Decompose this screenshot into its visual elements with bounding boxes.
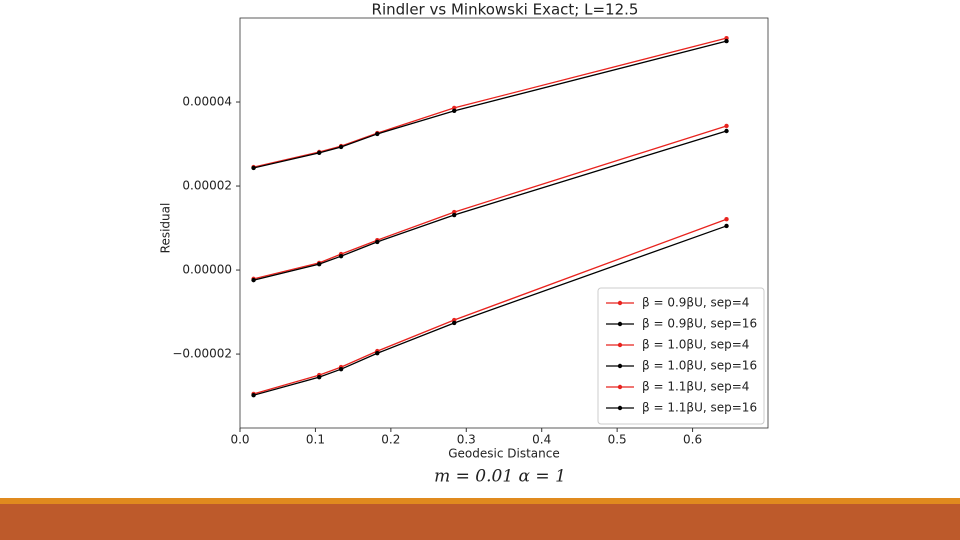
legend-label: β = 1.0βU, sep=4 <box>642 338 749 352</box>
data-point <box>452 108 457 114</box>
y-tick-label: 0.00000 <box>182 263 232 277</box>
data-point <box>375 131 380 137</box>
annotation: m = 0.01 α = 1 <box>434 467 566 487</box>
series-line <box>253 125 727 280</box>
x-tick-label: 0.1 <box>306 433 325 447</box>
legend-label: β = 0.9βU, sep=4 <box>642 296 749 310</box>
data-point <box>724 123 729 129</box>
legend-label: β = 1.1βU, sep=4 <box>642 380 749 394</box>
series-line <box>253 40 727 169</box>
legend-marker <box>617 363 623 369</box>
legend-marker <box>617 342 623 348</box>
x-tick-label: 0.3 <box>457 433 476 447</box>
data-point <box>251 277 256 283</box>
data-point <box>317 374 322 380</box>
chart-title: Rindler vs Minkowski Exact; L=12.5 <box>372 1 639 19</box>
series-line <box>253 130 727 281</box>
series-line <box>253 37 727 168</box>
data-point <box>724 223 729 229</box>
x-tick-label: 0.6 <box>683 433 702 447</box>
legend-label: β = 1.1βU, sep=16 <box>642 401 757 415</box>
x-tick-label: 0.0 <box>230 433 249 447</box>
series-line <box>253 225 727 396</box>
series-line <box>253 218 727 395</box>
legend-marker <box>617 384 623 390</box>
y-tick-label: −0.00002 <box>172 347 232 361</box>
plot-frame <box>239 17 769 429</box>
y-axis-label: Residual <box>159 203 173 254</box>
data-point <box>251 393 256 398</box>
x-axis-label: Geodesic Distance <box>448 447 560 461</box>
legend-label: β = 1.0βU, sep=16 <box>642 359 757 373</box>
x-tick-label: 0.5 <box>608 433 627 447</box>
legend-box <box>597 287 765 425</box>
x-tick-label: 0.4 <box>532 433 551 447</box>
data-point <box>338 253 344 259</box>
data-point <box>452 212 457 218</box>
data-point <box>338 144 344 150</box>
y-tick-label: 0.00004 <box>182 95 232 109</box>
data-point <box>724 38 729 44</box>
accent-stripe <box>0 498 960 504</box>
data-point <box>251 165 256 171</box>
data-point <box>452 320 457 326</box>
legend-marker <box>617 321 623 327</box>
data-point <box>317 150 322 156</box>
data-point <box>317 261 322 267</box>
footer-band <box>0 504 960 540</box>
data-point <box>724 217 729 222</box>
data-point <box>375 239 380 245</box>
y-tick-label: 0.00002 <box>182 179 232 193</box>
data-point <box>338 366 344 372</box>
x-tick-label: 0.2 <box>381 433 400 447</box>
legend-marker <box>617 405 623 411</box>
data-point <box>375 351 380 356</box>
data-point <box>724 128 729 134</box>
legend-marker <box>617 300 623 306</box>
legend-label: β = 0.9βU, sep=16 <box>642 317 757 331</box>
